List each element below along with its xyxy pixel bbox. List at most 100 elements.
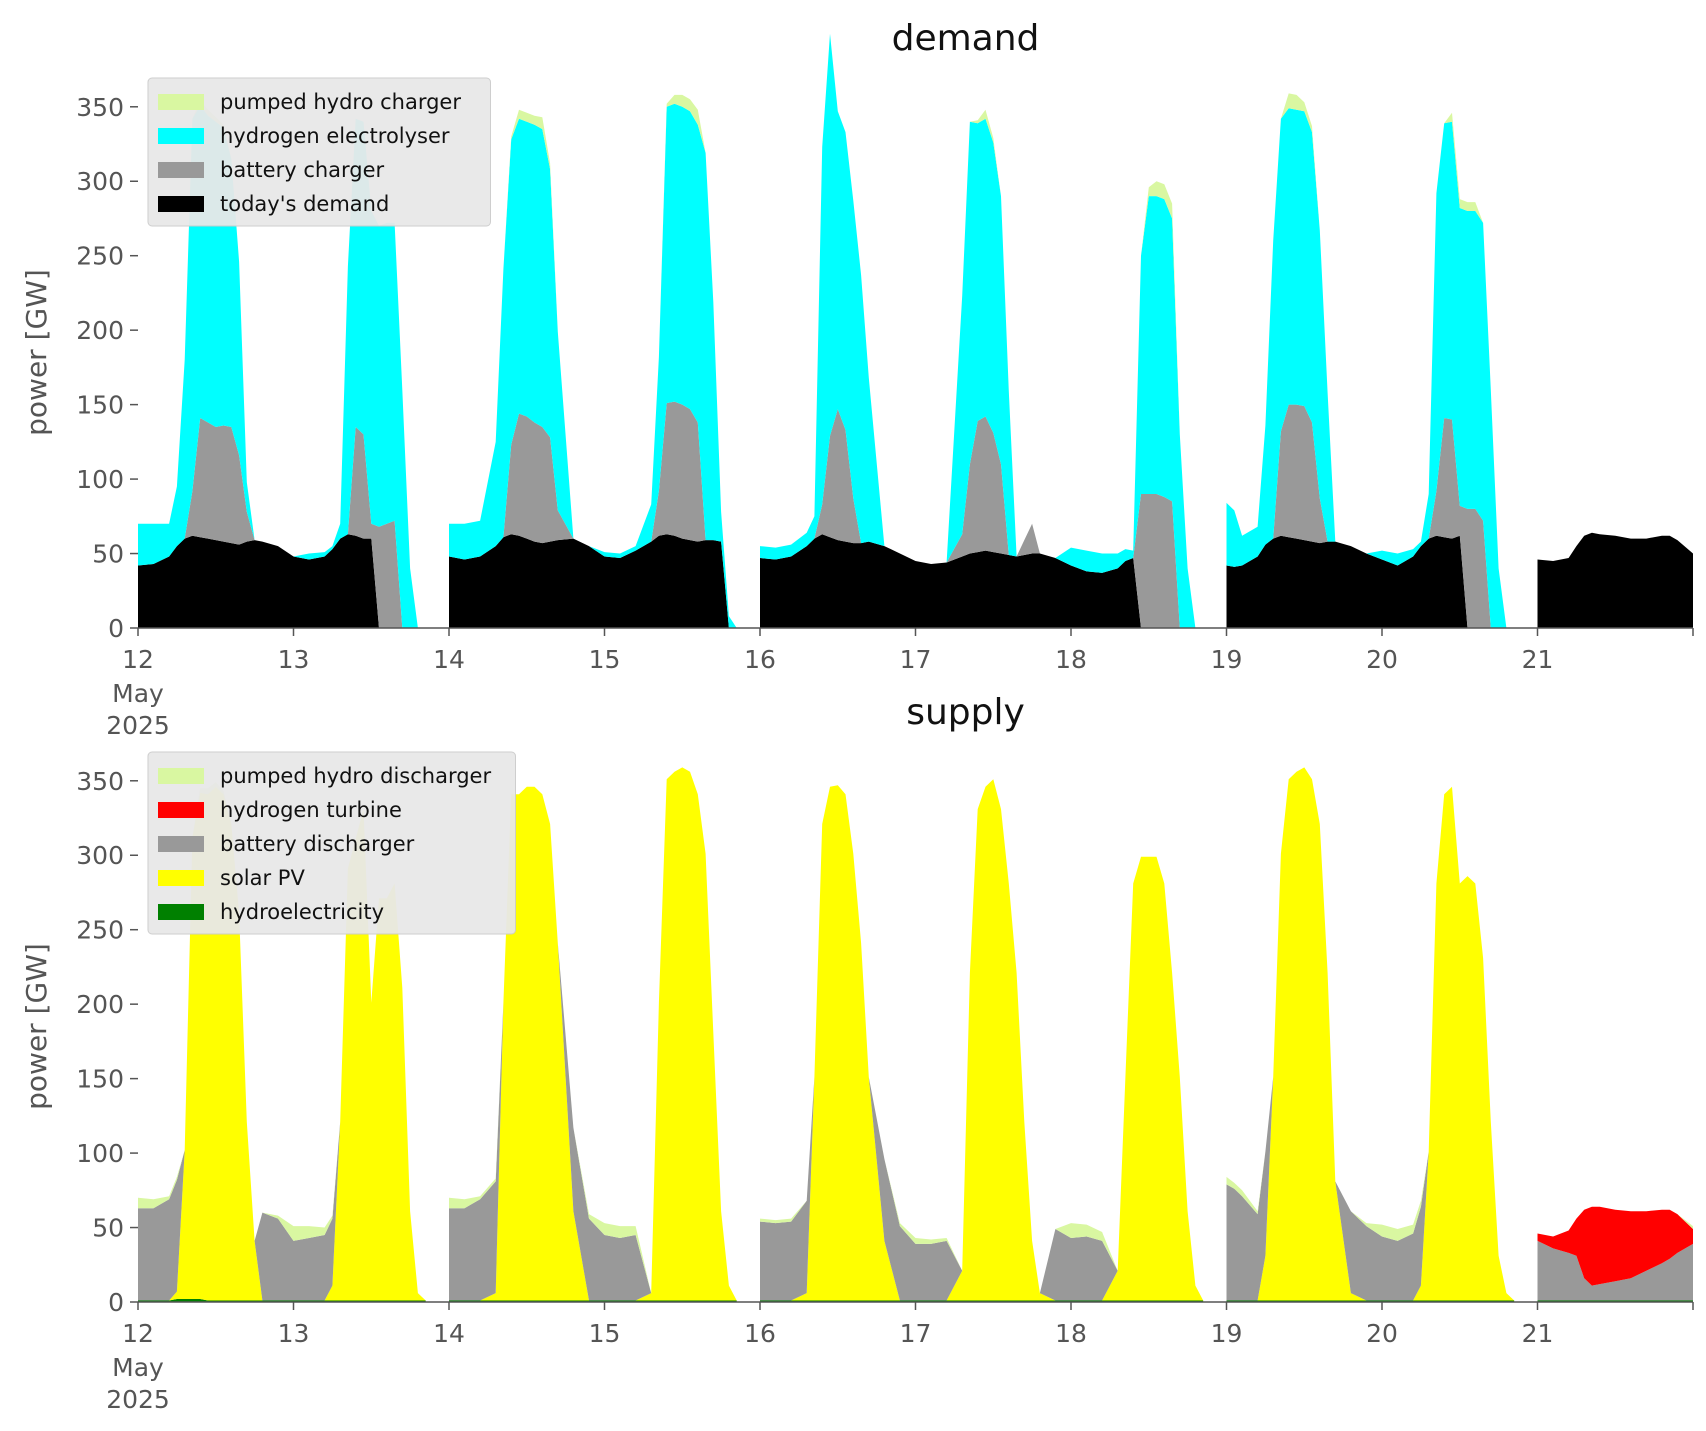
y-tick-label: 300 [76, 841, 124, 870]
x-tick-label: 17 [900, 645, 932, 674]
area-battery-discharger-segment-3 [1226, 767, 1515, 1301]
area-today-s-demand-segment-4 [1537, 532, 1693, 628]
legend-item-pumped-hydro-discharger: pumped hydro discharger [158, 764, 491, 788]
y-tick-label: 350 [76, 93, 124, 122]
area-solar-pv-segment-1 [449, 767, 737, 1301]
x-tick-label: 13 [278, 1319, 310, 1348]
x-tick-sublabel: 2025 [106, 711, 170, 740]
area-battery-charger-segment-2 [760, 409, 1204, 628]
area-battery-charger-segment-3 [1226, 404, 1515, 628]
x-tick-label: 17 [900, 1319, 932, 1348]
area-today-s-demand-segment-1 [449, 534, 737, 628]
legend-swatch [158, 802, 204, 818]
legend-swatch [158, 196, 204, 212]
y-tick-label: 250 [76, 916, 124, 945]
legend-label: battery charger [220, 158, 385, 182]
area-battery-discharger-segment-4 [1537, 1240, 1693, 1301]
x-tick-label: 18 [1055, 1319, 1087, 1348]
legend-swatch [158, 870, 204, 886]
x-tick-label: 12 [122, 1319, 154, 1348]
x-tick-label: 21 [1522, 1319, 1554, 1348]
area-hydrogen-electrolyser-segment-2 [760, 33, 1204, 629]
legend-item-battery-charger: battery charger [158, 158, 385, 182]
x-tick-sublabel: May [112, 1353, 164, 1382]
area-hydrogen-electrolyser-segment-3 [1226, 108, 1515, 629]
area-today-s-demand-segment-3 [1226, 535, 1515, 628]
y-tick-label: 200 [76, 990, 124, 1019]
chart-title: supply [906, 692, 1025, 733]
x-tick-label: 14 [433, 645, 465, 674]
legend-swatch [158, 836, 204, 852]
legend-swatch [158, 904, 204, 920]
x-tick-label: 14 [433, 1319, 465, 1348]
x-tick-label: 18 [1055, 645, 1087, 674]
x-tick-label: 19 [1211, 645, 1243, 674]
legend-label: hydrogen electrolyser [220, 124, 450, 148]
x-tick-sublabel: 2025 [106, 1385, 170, 1414]
x-tick-label: 13 [278, 645, 310, 674]
legend-box [147, 77, 491, 227]
legend-label: solar PV [220, 866, 305, 890]
y-tick-label: 100 [76, 1139, 124, 1168]
y-tick-label: 250 [76, 242, 124, 271]
y-tick-label: 300 [76, 167, 124, 196]
x-tick-label: 20 [1366, 645, 1398, 674]
y-tick-label: 100 [76, 465, 124, 494]
legend-item-hydroelectricity: hydroelectricity [158, 900, 384, 924]
y-tick-label: 50 [92, 540, 124, 569]
legend-swatch [158, 94, 204, 110]
y-tick-label: 0 [108, 1288, 124, 1317]
legend-item-today-s-demand: today's demand [158, 192, 389, 216]
area-battery-charger-segment-0 [138, 418, 426, 628]
chart-title: demand [892, 18, 1040, 59]
legend-item-solar-pv: solar PV [158, 866, 305, 890]
x-tick-sublabel: May [112, 679, 164, 708]
area-battery-discharger-segment-0 [138, 786, 426, 1301]
legend-label: hydrogen turbine [220, 798, 402, 822]
area-battery-charger-segment-1 [449, 401, 737, 628]
legend-label: hydroelectricity [220, 900, 384, 924]
legend-swatch [158, 768, 204, 784]
y-axis-label: power [GW] [20, 269, 53, 436]
area-solar-pv-segment-3 [1226, 767, 1515, 1301]
area-hydrogen-electrolyser-segment-0 [138, 105, 426, 629]
y-tick-label: 0 [108, 614, 124, 643]
area-battery-discharger-segment-1 [449, 767, 737, 1301]
legend: pumped hydro discharger hydrogen turbine b… [147, 751, 516, 935]
x-tick-label: 16 [744, 1319, 776, 1348]
x-tick-label: 12 [122, 645, 154, 674]
legend-item-pumped-hydro-charger: pumped hydro charger [158, 90, 461, 114]
y-tick-label: 50 [92, 1214, 124, 1243]
legend-swatch [158, 162, 204, 178]
area-today-s-demand-segment-2 [760, 534, 1204, 628]
legend-label: pumped hydro charger [220, 90, 461, 114]
legend-label: battery discharger [220, 832, 415, 856]
y-tick-label: 150 [76, 1065, 124, 1094]
x-tick-label: 21 [1522, 645, 1554, 674]
x-tick-label: 16 [744, 645, 776, 674]
x-tick-label: 20 [1366, 1319, 1398, 1348]
legend-swatch [158, 128, 204, 144]
legend-item-hydrogen-electrolyser: hydrogen electrolyser [158, 124, 450, 148]
area-hydrogen-electrolyser-segment-1 [449, 103, 737, 629]
panel-demand: 0 50 100 150 200 250 300 350 12 May 2025 13 14 15 16 17… [20, 18, 1694, 740]
legend-item-hydrogen-turbine: hydrogen turbine [158, 798, 402, 822]
area-today-s-demand-segment-0 [138, 534, 426, 628]
legend-label: pumped hydro discharger [220, 764, 491, 788]
x-tick-label: 15 [589, 645, 621, 674]
legend-label: today's demand [220, 192, 389, 216]
y-tick-label: 350 [76, 767, 124, 796]
panel-supply: 0 50 100 150 200 250 300 350 12 May 2025 13 14 15 16 17… [20, 692, 1694, 1414]
legend-item-battery-discharger: battery discharger [158, 832, 415, 856]
y-tick-label: 150 [76, 391, 124, 420]
area-solar-pv-segment-2 [760, 779, 1204, 1301]
legend: pumped hydro charger hydrogen electrolyse… [147, 77, 491, 227]
area-battery-discharger-segment-2 [760, 779, 1204, 1301]
y-tick-label: 200 [76, 316, 124, 345]
x-tick-label: 15 [589, 1319, 621, 1348]
y-axis-label: power [GW] [20, 943, 53, 1110]
area-hydrogen-turbine-segment-4 [1537, 1206, 1693, 1286]
x-tick-label: 19 [1211, 1319, 1243, 1348]
